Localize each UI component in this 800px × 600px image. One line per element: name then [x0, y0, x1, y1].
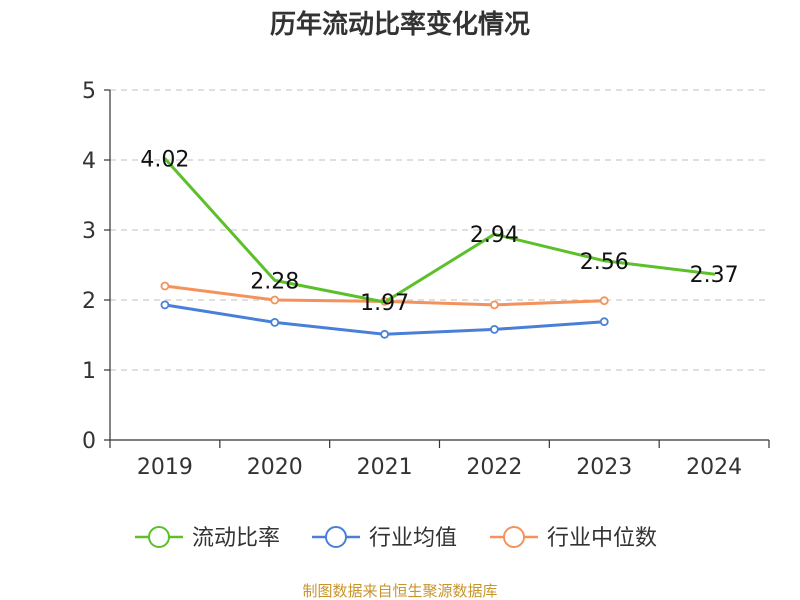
- legend-label-0: 流动比率: [192, 526, 280, 551]
- series-point-1: [380, 329, 389, 339]
- source-note: 制图数据来自恒生聚源数据库: [302, 582, 497, 600]
- x-tick-label: 2022: [466, 455, 522, 480]
- series-layer: [160, 157, 716, 339]
- data-label: 4.02: [140, 148, 189, 173]
- legend-marker-1: [325, 526, 347, 548]
- series-line-0: [163, 157, 716, 304]
- y-tick-label: 2: [82, 289, 96, 314]
- y-tick-label: 3: [82, 219, 96, 244]
- y-tick-label: 4: [82, 149, 96, 174]
- series-point-2: [270, 295, 280, 305]
- data-label: 1.97: [360, 291, 409, 316]
- axes: 0 1 2 3 4 5 2019 2020 2021 2022 2023 2024: [82, 79, 770, 480]
- data-label: 2.28: [250, 269, 299, 294]
- chart-title: 历年流动比率变化情况: [270, 9, 530, 40]
- x-tick-label: 2023: [576, 455, 632, 480]
- data-label: 2.94: [470, 223, 519, 248]
- series-point-1: [490, 324, 499, 334]
- y-tick-label: 5: [82, 79, 96, 104]
- series-point-1: [160, 300, 170, 310]
- series-point-2: [160, 281, 170, 291]
- legend-marker-2: [503, 526, 525, 548]
- series-point-1: [599, 317, 609, 327]
- x-tick-label: 2020: [247, 455, 303, 480]
- y-tick-label: 0: [82, 429, 96, 454]
- x-tick-label: 2024: [686, 455, 742, 480]
- legend-label-1: 行业均值: [369, 526, 457, 551]
- legend[interactable]: 流动比率 行业均值 行业中位数: [135, 526, 657, 551]
- data-label: 2.56: [580, 250, 629, 275]
- legend-marker-0: [148, 526, 170, 548]
- legend-label-2: 行业中位数: [547, 526, 657, 551]
- series-point-1: [270, 317, 280, 327]
- data-label: 2.37: [690, 263, 739, 288]
- data-labels: 4.02 2.28 1.97 2.94 2.56 2.37: [140, 148, 738, 317]
- grid: [110, 89, 769, 371]
- x-tick-label: 2019: [137, 455, 193, 480]
- y-tick-label: 1: [82, 359, 96, 384]
- series-point-2: [490, 300, 499, 310]
- series-point-2: [599, 296, 609, 306]
- x-tick-label: 2021: [357, 455, 413, 480]
